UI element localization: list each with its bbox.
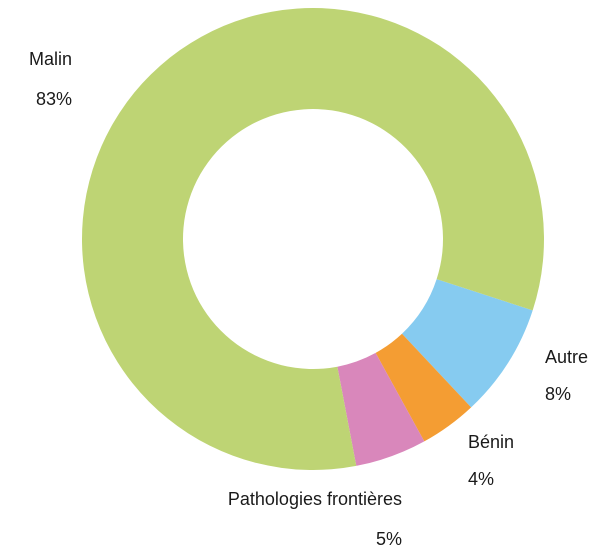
- slice-value-label: 8%: [545, 384, 571, 404]
- slice-value-label: 4%: [468, 469, 494, 489]
- slice-label: Malin: [29, 49, 72, 69]
- donut-slice: [337, 352, 425, 466]
- donut-slice: [81, 8, 544, 471]
- slice-value-label: 83%: [36, 89, 72, 109]
- slice-label: Bénin: [468, 432, 514, 452]
- donut-slice: [401, 279, 533, 408]
- donut-slice: [375, 333, 472, 442]
- slice-value-label: 5%: [376, 529, 402, 549]
- slice-label: Autre: [545, 347, 588, 367]
- slice-label: Pathologies frontières: [228, 489, 402, 509]
